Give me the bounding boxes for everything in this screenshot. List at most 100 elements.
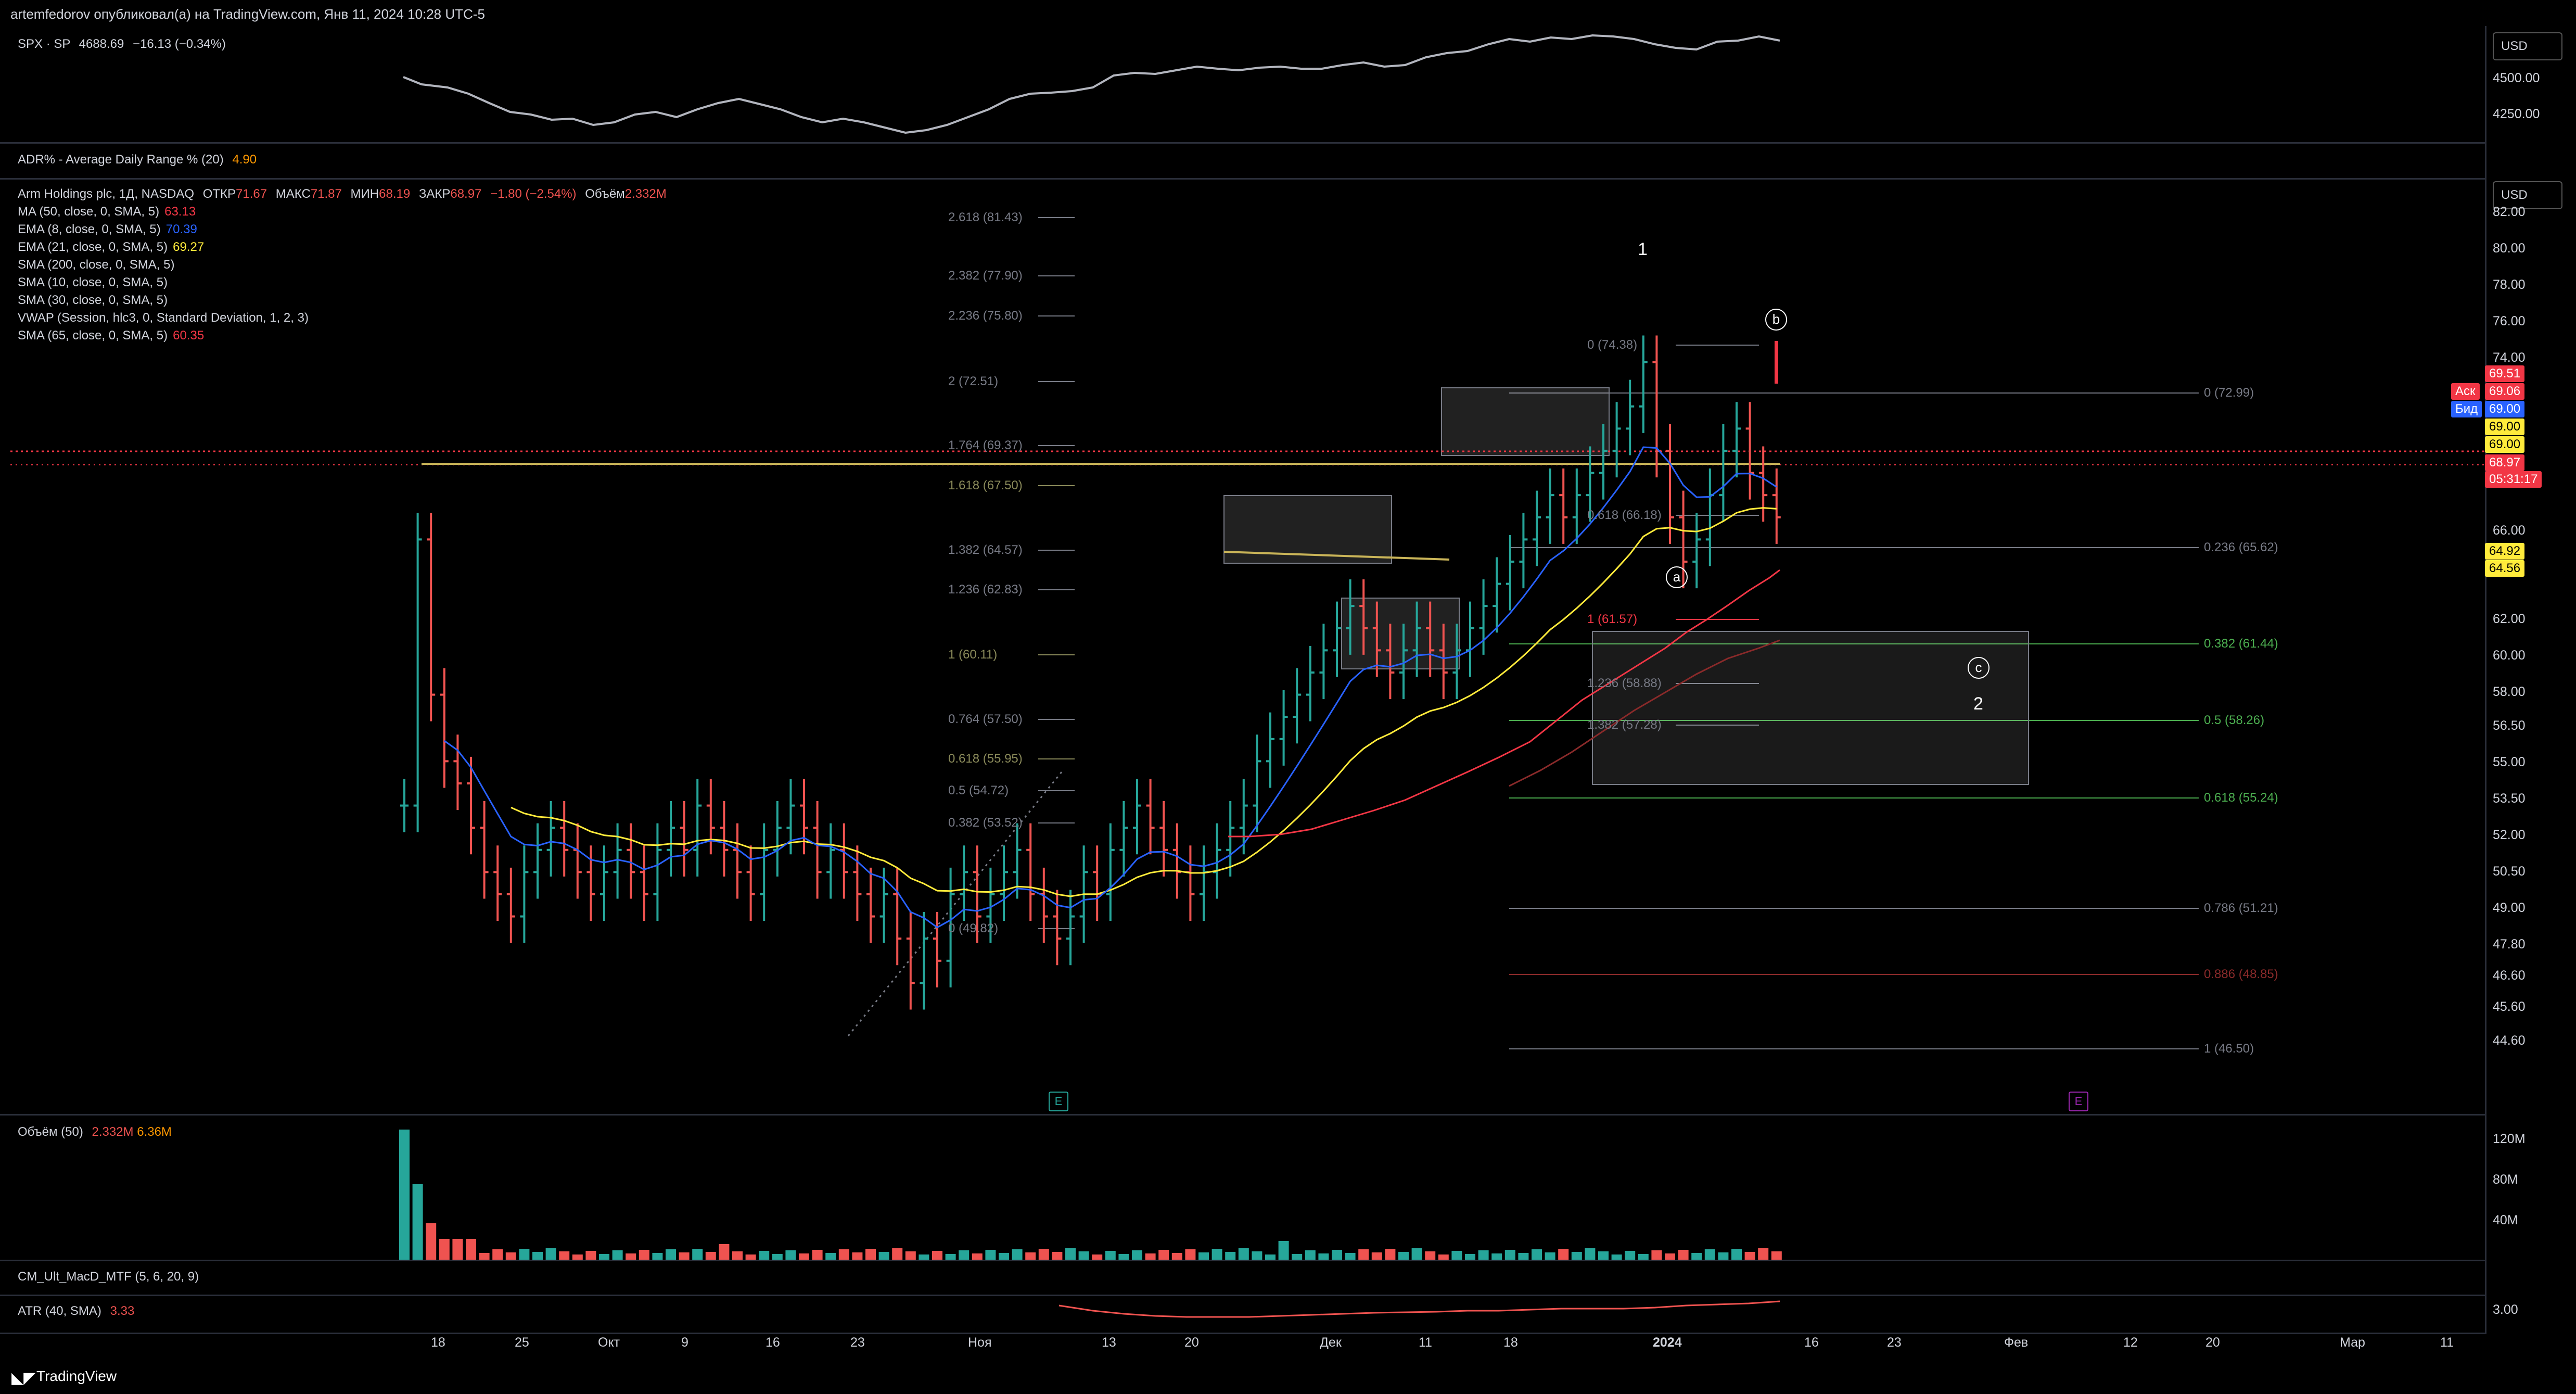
ema8-line bbox=[443, 446, 1777, 929]
price-scale-separator bbox=[2485, 26, 2486, 1334]
earnings-marker[interactable]: E bbox=[1049, 1092, 1068, 1111]
volume-bar bbox=[932, 1251, 942, 1260]
ohlc-bar bbox=[1293, 668, 1302, 744]
fib-level-label: 2.382 (77.90) bbox=[948, 269, 1023, 283]
volume-bar bbox=[772, 1254, 783, 1260]
indicator-legend-row[interactable]: MA (50, close, 0, SMA, 5) 63.13 bbox=[18, 203, 196, 221]
ohlc-bar bbox=[1253, 734, 1261, 832]
ohlc-bar bbox=[573, 823, 582, 899]
target-zone-rectangle bbox=[1592, 631, 2029, 785]
ohlc-bar bbox=[600, 845, 608, 921]
volume-bar bbox=[812, 1250, 823, 1260]
earnings-marker-upcoming[interactable]: E bbox=[2069, 1092, 2088, 1111]
time-tick: 20 bbox=[1184, 1335, 1199, 1350]
pane-divider[interactable] bbox=[0, 1333, 2485, 1334]
wave-label-a[interactable]: a bbox=[1666, 566, 1688, 588]
volume-legend[interactable]: Объём (50) 2.332M 6.36M bbox=[18, 1123, 172, 1141]
adr-legend[interactable]: ADR% - Average Daily Range % (20) 4.90 bbox=[18, 151, 257, 169]
indicator-legend-row[interactable]: SMA (200, close, 0, SMA, 5) bbox=[18, 256, 174, 274]
wave-label-b[interactable]: b bbox=[1765, 309, 1787, 331]
volume-bar bbox=[705, 1252, 716, 1260]
time-tick: 23 bbox=[850, 1335, 865, 1350]
volume-bar bbox=[852, 1252, 863, 1260]
indicator-label: SMA (10, close, 0, SMA, 5) bbox=[18, 275, 168, 289]
spx-currency-button[interactable]: USD bbox=[2493, 32, 2562, 60]
volume-bar bbox=[585, 1251, 596, 1260]
fib-level-label: 0.618 (55.95) bbox=[948, 752, 1023, 766]
ohlc-bar bbox=[560, 801, 569, 877]
ohlc-bar bbox=[746, 845, 755, 921]
ohlc-bar bbox=[1466, 601, 1474, 677]
ohlc-bar bbox=[1133, 779, 1141, 855]
wave-label-c[interactable]: c bbox=[1968, 657, 1990, 679]
pane-divider[interactable] bbox=[0, 1295, 2485, 1296]
ohlc-bar bbox=[1705, 468, 1714, 566]
ohlc-bar bbox=[680, 801, 688, 877]
indicator-legend-row[interactable]: VWAP (Session, hlc3, 0, Standard Deviati… bbox=[18, 309, 309, 327]
macd-legend[interactable]: CM_Ult_MacD_MTF (5, 6, 20, 9) bbox=[18, 1268, 199, 1286]
fib-level-label: 1.382 (64.57) bbox=[948, 543, 1023, 557]
ohlc-bar bbox=[533, 823, 542, 899]
price-badge: 69.00 bbox=[2485, 436, 2525, 453]
atr-tick: 3.00 bbox=[2493, 1302, 2518, 1317]
ohlc-bar bbox=[1626, 379, 1635, 455]
volume-bar bbox=[1385, 1249, 1396, 1260]
volume-bar bbox=[1545, 1252, 1555, 1260]
ohlc-bar bbox=[413, 513, 422, 832]
ohlc-bar bbox=[467, 756, 475, 855]
volume-bar bbox=[1465, 1254, 1475, 1260]
volume-bar bbox=[612, 1250, 623, 1260]
ohlc-bar bbox=[1119, 801, 1128, 877]
fib-level-label: 1.236 (58.88) bbox=[1587, 676, 1662, 690]
indicator-legend-row[interactable]: SMA (30, close, 0, SMA, 5) bbox=[18, 292, 168, 309]
wave-label-1[interactable]: 1 bbox=[1638, 239, 1648, 259]
volume-bar bbox=[799, 1253, 809, 1260]
price-chart[interactable] bbox=[0, 180, 2485, 1114]
fib-level-label: 1 (60.11) bbox=[948, 648, 998, 662]
pane-divider[interactable] bbox=[0, 178, 2485, 180]
indicator-legend-row[interactable]: SMA (65, close, 0, SMA, 5) 60.35 bbox=[18, 327, 204, 345]
ohlc-bar bbox=[1732, 402, 1741, 478]
tradingview-brand: TradingView bbox=[36, 1368, 117, 1384]
time-tick: 12 bbox=[2123, 1335, 2138, 1350]
ohlc-bar bbox=[493, 845, 502, 921]
spx-legend[interactable]: SPX · SP 4688.69 −16.13 (−0.34%) bbox=[18, 35, 226, 53]
ohlc-bar bbox=[1759, 446, 1768, 522]
indicator-legend-row[interactable]: EMA (8, close, 0, SMA, 5) 70.39 bbox=[18, 221, 197, 238]
volume-bar bbox=[1052, 1252, 1063, 1260]
volume-bar bbox=[1171, 1253, 1182, 1260]
pane-divider[interactable] bbox=[0, 1114, 2485, 1116]
ohlc-close-value: 68.97 bbox=[450, 187, 482, 201]
atr-legend[interactable]: ATR (40, SMA) 3.33 bbox=[18, 1302, 134, 1320]
price-tick: 80.00 bbox=[2493, 241, 2526, 256]
footer-bar: ◣◤ TradingView bbox=[0, 1359, 2576, 1394]
volume-bar bbox=[666, 1249, 676, 1260]
adr-label: ADR% - Average Daily Range % (20) bbox=[18, 153, 224, 167]
time-tick: 25 bbox=[515, 1335, 529, 1350]
pane-divider[interactable] bbox=[0, 142, 2485, 144]
pane-divider[interactable] bbox=[0, 1260, 2485, 1261]
indicator-value: 70.39 bbox=[165, 222, 197, 236]
ohlc-bar bbox=[1159, 801, 1168, 877]
wave-label-2[interactable]: 2 bbox=[1973, 694, 1983, 714]
volume-bar bbox=[1252, 1251, 1263, 1260]
ohlc-bar bbox=[1172, 823, 1181, 899]
indicator-legend-row[interactable]: SMA (10, close, 0, SMA, 5) bbox=[18, 274, 168, 292]
time-tick: 23 bbox=[1887, 1335, 1902, 1350]
main-currency-button[interactable]: USD bbox=[2493, 181, 2562, 209]
price-tick: 56.50 bbox=[2493, 718, 2526, 733]
publisher-bar: artemfedorov опубликовал(а) на TradingVi… bbox=[0, 0, 2576, 26]
ohlc-close-label: ЗАКР bbox=[418, 187, 451, 201]
volume-bar bbox=[1145, 1253, 1156, 1260]
volume-bar bbox=[412, 1184, 423, 1260]
fib-level-label: 1.764 (69.37) bbox=[948, 438, 1023, 452]
macd-label: CM_Ult_MacD_MTF (5, 6, 20, 9) bbox=[18, 1270, 199, 1284]
ohlc-low-label: МИН bbox=[350, 187, 379, 201]
main-legend-title-row[interactable]: Arm Holdings plc, 1Д, NASDAQ ОТКР71.67 М… bbox=[18, 185, 667, 203]
ohlc-bar bbox=[1399, 624, 1408, 700]
spx-price: 4688.69 bbox=[79, 37, 124, 51]
fib-level-label: 0.764 (57.50) bbox=[948, 712, 1023, 726]
ohlc-bar bbox=[986, 867, 995, 943]
volume-bar bbox=[1225, 1252, 1236, 1260]
indicator-legend-row[interactable]: EMA (21, close, 0, SMA, 5) 69.27 bbox=[18, 238, 204, 256]
